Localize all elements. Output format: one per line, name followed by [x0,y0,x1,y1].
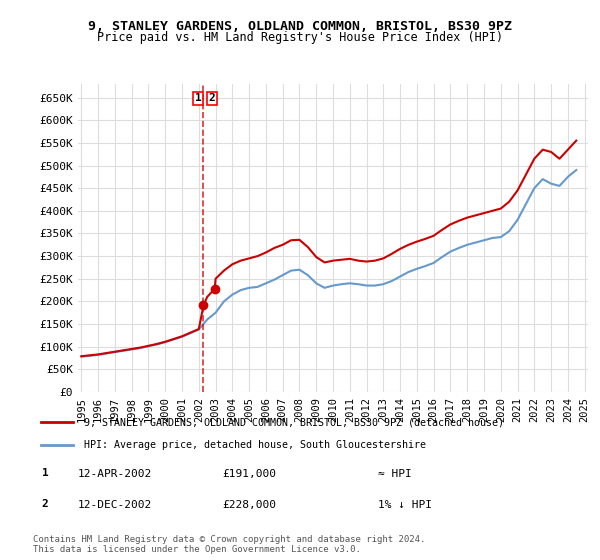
Text: £191,000: £191,000 [222,469,276,479]
Text: 9, STANLEY GARDENS, OLDLAND COMMON, BRISTOL, BS30 9PZ (detached house): 9, STANLEY GARDENS, OLDLAND COMMON, BRIS… [84,417,504,427]
Text: 2: 2 [41,500,49,509]
Text: 1% ↓ HPI: 1% ↓ HPI [378,500,432,510]
Text: Contains HM Land Registry data © Crown copyright and database right 2024.
This d: Contains HM Land Registry data © Crown c… [33,535,425,554]
Text: 9, STANLEY GARDENS, OLDLAND COMMON, BRISTOL, BS30 9PZ: 9, STANLEY GARDENS, OLDLAND COMMON, BRIS… [88,20,512,32]
Text: £228,000: £228,000 [222,500,276,510]
Text: 1: 1 [41,469,49,478]
Text: 2: 2 [209,94,215,104]
Text: 12-APR-2002: 12-APR-2002 [78,469,152,479]
Text: HPI: Average price, detached house, South Gloucestershire: HPI: Average price, detached house, Sout… [84,440,426,450]
Text: 12-DEC-2002: 12-DEC-2002 [78,500,152,510]
Text: ≈ HPI: ≈ HPI [378,469,412,479]
Text: Price paid vs. HM Land Registry's House Price Index (HPI): Price paid vs. HM Land Registry's House … [97,31,503,44]
Text: 1: 1 [195,94,202,104]
